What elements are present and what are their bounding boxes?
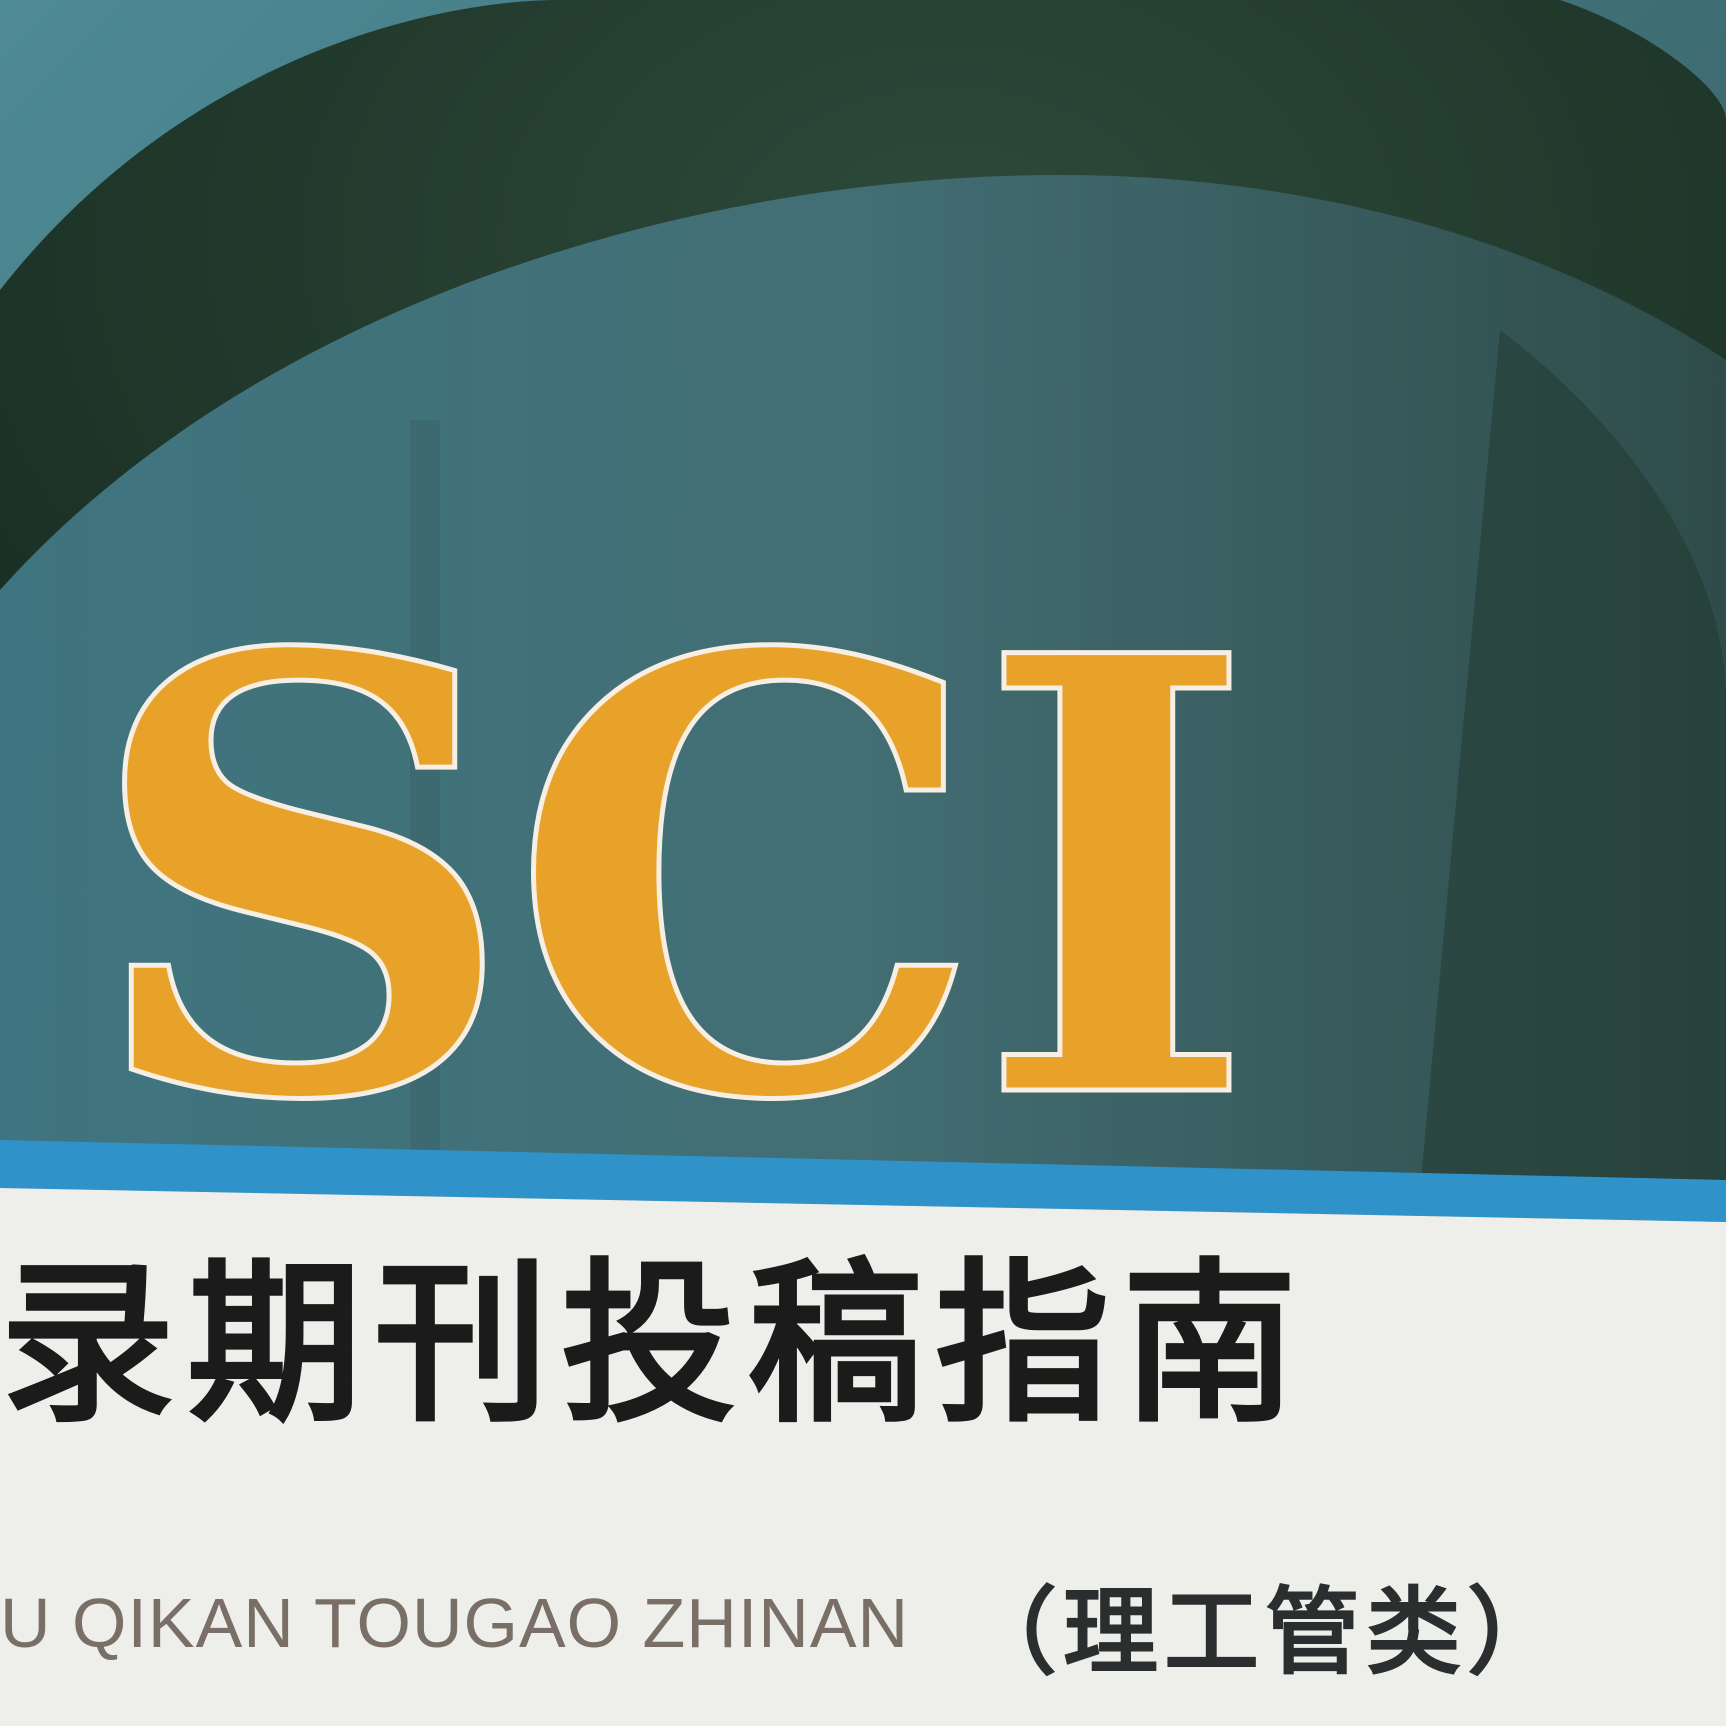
white-panel: [0, 1188, 1726, 1726]
arch-right-shadow: [1420, 330, 1726, 1190]
blue-band: [0, 1140, 1726, 1222]
title-pinyin: U QIKAN TOUGAO ZHINAN: [0, 1584, 910, 1662]
arch-shadow: [410, 420, 440, 1190]
book-title: 录期刊投稿指南: [0, 1242, 1309, 1447]
category-label: （理工管类）: [962, 1578, 1569, 1688]
sci-logo: SCI: [83, 527, 1260, 1232]
